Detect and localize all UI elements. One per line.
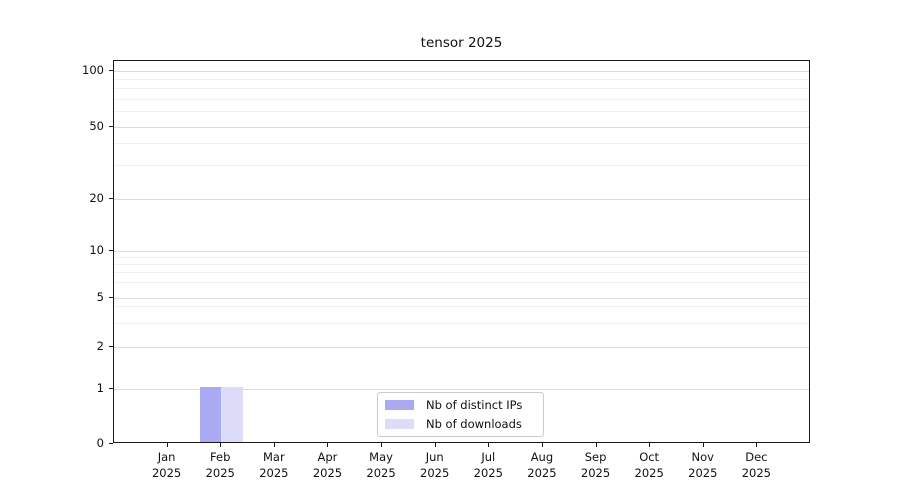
x-tick-mark <box>327 443 329 447</box>
x-tick-month: Aug <box>530 450 554 464</box>
x-tick-mark <box>166 443 168 447</box>
x-axis-tick-label: May 2025 <box>351 449 411 481</box>
x-axis-tick-label: Dec 2025 <box>726 449 786 481</box>
gridline-minor <box>114 98 809 100</box>
y-tick-mark <box>109 126 113 127</box>
x-axis-tick-label: Aug 2025 <box>512 449 572 481</box>
x-axis-tick-label: Nov 2025 <box>673 449 733 481</box>
y-tick-mark <box>109 198 113 199</box>
x-axis-tick-label: Apr 2025 <box>297 449 357 481</box>
y-tick-mark <box>109 250 113 251</box>
x-axis-tick-label: Jun 2025 <box>405 449 465 481</box>
gridline-major <box>114 251 809 252</box>
x-axis-tick-label: Oct 2025 <box>619 449 679 481</box>
x-tick-mark <box>381 443 383 447</box>
gridline-minor <box>114 281 809 283</box>
y-tick-mark <box>109 388 113 389</box>
legend: Nb of distinct IPs Nb of downloads <box>377 392 544 437</box>
gridline-minor <box>114 165 809 167</box>
x-tick-mark <box>220 443 222 447</box>
y-tick-mark <box>109 70 113 71</box>
legend-swatch <box>385 400 414 410</box>
legend-label: Nb of distinct IPs <box>426 398 523 412</box>
gridline-major <box>114 298 809 299</box>
y-axis-tick-label: 5 <box>96 290 104 304</box>
y-axis-tick-label: 10 <box>89 243 104 257</box>
y-axis-tick-label: 20 <box>89 191 104 205</box>
gridline-major <box>114 347 809 348</box>
gridline-minor <box>114 79 809 81</box>
x-tick-month: Jul <box>481 450 496 464</box>
legend-item: Nb of distinct IPs <box>385 398 535 412</box>
x-tick-month: May <box>369 450 393 464</box>
x-tick-mark <box>595 443 597 447</box>
x-tick-year: 2025 <box>366 466 396 480</box>
y-tick-mark <box>109 297 113 298</box>
x-tick-year: 2025 <box>473 466 503 480</box>
x-axis-tick-label: Mar 2025 <box>244 449 304 481</box>
x-tick-month: Nov <box>691 450 714 464</box>
gridline-minor <box>114 305 809 307</box>
gridline-minor <box>114 88 809 90</box>
gridline-major <box>114 389 809 390</box>
x-tick-year: 2025 <box>527 466 557 480</box>
x-tick-mark <box>488 443 490 447</box>
x-tick-month: Feb <box>210 450 231 464</box>
x-tick-month: Apr <box>317 450 338 464</box>
x-tick-year: 2025 <box>741 466 772 480</box>
legend-swatch <box>385 419 414 429</box>
bar-nb-of-downloads <box>221 387 243 442</box>
x-axis-tick-label: Feb 2025 <box>190 449 250 481</box>
x-tick-month: Sep <box>584 450 607 464</box>
x-tick-year: 2025 <box>420 466 450 480</box>
gridline-major <box>114 199 809 200</box>
gridline-minor <box>114 110 809 112</box>
x-tick-year: 2025 <box>580 466 611 480</box>
gridline-major <box>114 71 809 72</box>
legend-label: Nb of downloads <box>426 417 522 431</box>
y-axis-tick-label: 2 <box>96 339 104 353</box>
x-axis-tick-label: Sep 2025 <box>566 449 626 481</box>
x-tick-mark <box>273 443 275 447</box>
x-tick-year: 2025 <box>688 466 718 480</box>
gridline-minor <box>114 142 809 144</box>
y-axis-tick-label: 100 <box>82 63 104 77</box>
x-tick-month: Oct <box>639 450 660 464</box>
bar-nb-of-distinct-ips <box>199 387 222 442</box>
x-tick-mark <box>649 443 651 447</box>
chart-title: tensor 2025 <box>420 35 503 51</box>
legend-item: Nb of downloads <box>385 417 535 431</box>
gridline-minor <box>114 272 809 274</box>
y-tick-mark <box>109 346 113 347</box>
x-tick-year: 2025 <box>259 466 289 480</box>
x-tick-month: Mar <box>262 450 285 464</box>
x-axis-tick-label: Jan 2025 <box>137 449 197 481</box>
x-tick-month: Jun <box>425 450 444 464</box>
x-tick-mark <box>434 443 436 447</box>
x-axis-tick-label: Jul 2025 <box>458 449 518 481</box>
x-tick-year: 2025 <box>312 466 343 480</box>
y-tick-mark <box>109 443 113 444</box>
x-tick-mark <box>702 443 704 447</box>
x-tick-month: Jan <box>157 450 176 464</box>
y-axis-tick-label: 0 <box>96 436 104 450</box>
x-tick-mark <box>756 443 758 447</box>
plot-area <box>113 60 810 443</box>
x-tick-year: 2025 <box>205 466 235 480</box>
gridline-major <box>114 127 809 128</box>
gridline-minor <box>114 264 809 266</box>
y-axis-tick-label: 50 <box>89 119 104 133</box>
gridline-minor <box>114 323 809 325</box>
y-axis-tick-label: 1 <box>96 381 104 395</box>
gridline-minor <box>114 257 809 259</box>
x-tick-year: 2025 <box>634 466 664 480</box>
x-tick-month: Dec <box>745 450 768 464</box>
x-tick-mark <box>541 443 543 447</box>
x-tick-year: 2025 <box>151 466 182 480</box>
